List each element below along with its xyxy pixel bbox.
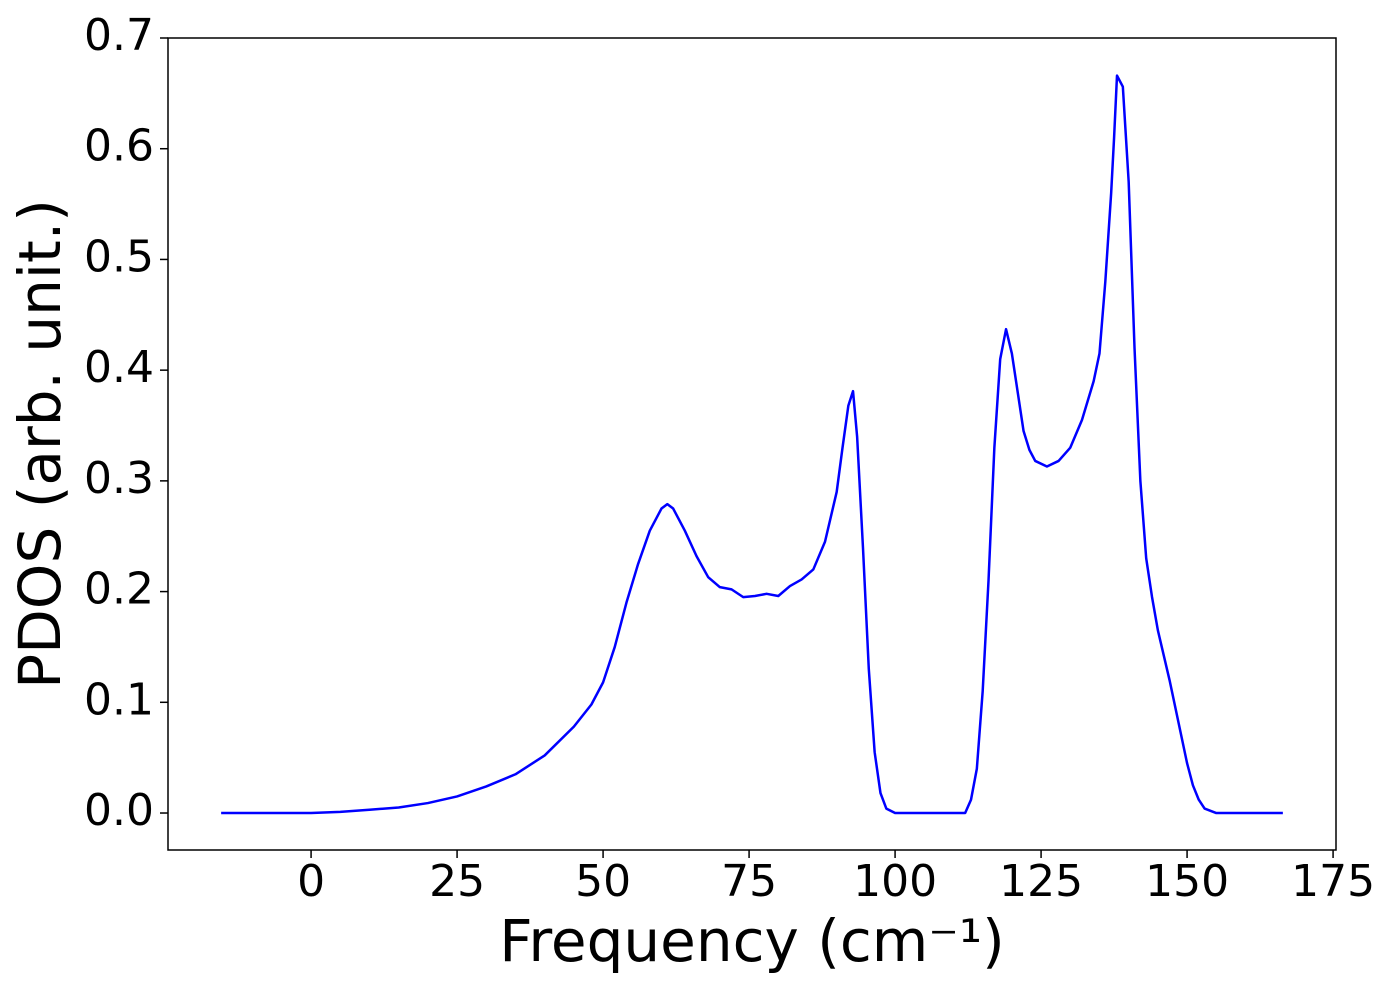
x-tick-label: 175 [1291,856,1375,907]
y-tick-label: 0.7 [84,10,154,61]
x-tick-label: 0 [297,856,325,907]
y-tick-label: 0.2 [84,564,154,615]
x-tick-label: 150 [1145,856,1229,907]
y-tick-label: 0.6 [84,121,154,172]
y-tick-label: 0.0 [84,785,154,836]
x-tick-label: 25 [429,856,485,907]
y-tick-label: 0.4 [84,342,154,393]
x-tick-label: 50 [575,856,631,907]
plot-frame [167,37,1337,851]
y-tick-label: 0.5 [84,231,154,282]
x-tick-label: 125 [999,856,1083,907]
x-tick-label: 100 [853,856,937,907]
y-tick-label: 0.3 [84,453,154,504]
y-axis-label: PDOS (arb. unit.) [6,199,74,689]
x-tick-label: 75 [721,856,777,907]
data-line [221,74,1283,815]
y-tick-label: 0.1 [84,674,154,725]
x-axis-label: Frequency (cm⁻¹) [499,907,1005,975]
